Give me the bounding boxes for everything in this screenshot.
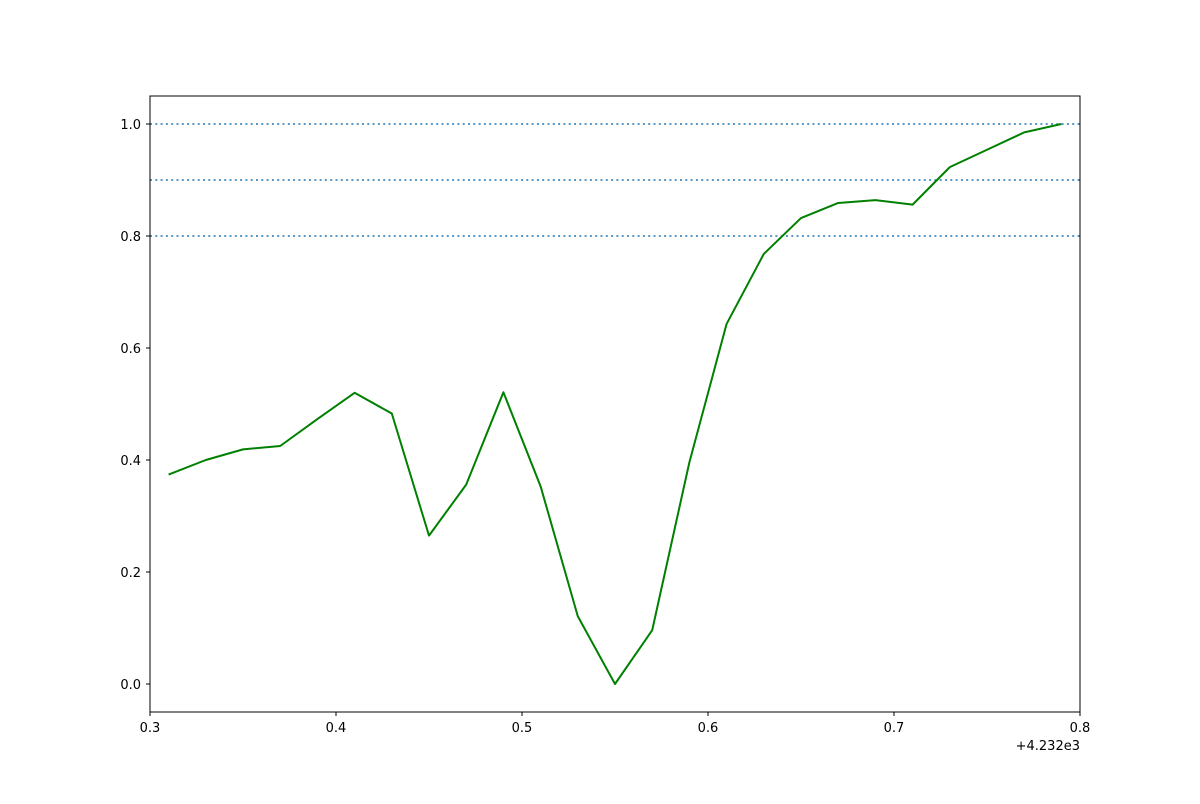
y-tick-label: 1.0 (120, 118, 141, 133)
x-tick-label: 0.7 (884, 721, 905, 736)
y-tick-label: 0.6 (120, 342, 141, 357)
x-tick-label: 0.5 (512, 721, 533, 736)
x-tick-label: 0.8 (1070, 721, 1091, 736)
x-axis: 0.3 0.4 0.5 0.6 0.7 0.8 (140, 712, 1091, 736)
x-tick-label: 0.4 (326, 721, 347, 736)
series-line (168, 123, 1062, 685)
plot-area-frame (149, 95, 1081, 713)
y-tick-label: 0.8 (120, 230, 141, 245)
y-tick-label: 0.4 (120, 454, 141, 469)
y-axis: 0.0 0.2 0.4 0.6 0.8 1.0 (120, 118, 150, 693)
x-tick-label: 0.6 (698, 721, 719, 736)
series-layer (168, 123, 1062, 685)
x-tick-label: 0.3 (140, 721, 161, 736)
y-tick-label: 0.0 (120, 678, 141, 693)
x-axis-offset-label: +4.232e3 (1016, 739, 1080, 754)
reference-lines (150, 123, 1080, 237)
y-tick-label: 0.2 (120, 566, 141, 581)
